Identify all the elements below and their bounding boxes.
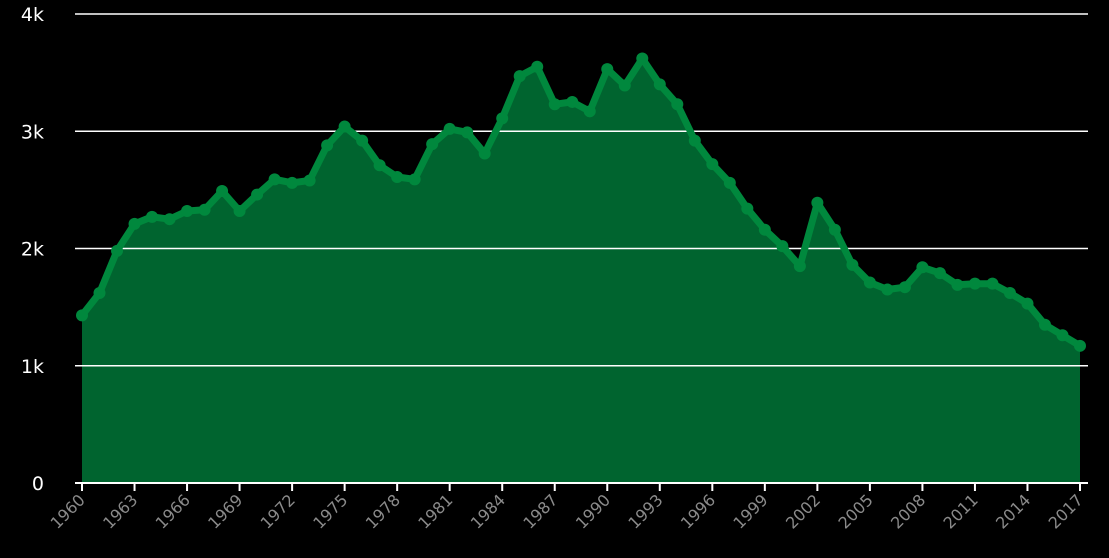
area-fill (82, 58, 1080, 483)
data-point (531, 60, 544, 73)
data-point (1038, 318, 1051, 331)
y-tick-label: 4k (21, 4, 44, 26)
grid-lines (75, 13, 1088, 367)
data-point (233, 204, 246, 217)
x-tick-label: 2011 (940, 490, 982, 532)
data-point (583, 105, 596, 118)
data-point (93, 287, 106, 300)
data-point (426, 138, 439, 151)
data-point (863, 276, 876, 289)
data-point (671, 98, 684, 111)
data-point (636, 52, 649, 65)
data-point (776, 240, 789, 253)
x-tick-label: 1975 (309, 490, 351, 532)
x-tick-label: 1978 (362, 490, 404, 532)
data-point (268, 173, 281, 186)
y-tick-label: 0 (32, 473, 44, 495)
data-point (496, 112, 509, 125)
x-tick-label: 1990 (572, 490, 614, 532)
data-point (286, 176, 299, 189)
data-point (846, 258, 859, 271)
data-point (128, 217, 141, 230)
y-tick-label: 3k (21, 121, 44, 143)
x-tick-label: 2014 (992, 490, 1034, 532)
data-point (688, 134, 701, 147)
data-point (986, 277, 999, 290)
data-point (338, 120, 351, 133)
data-point (1003, 287, 1016, 300)
x-tick-label: 1999 (729, 490, 771, 532)
data-point (391, 170, 404, 183)
x-tick-label: 1966 (152, 490, 194, 532)
data-point (163, 213, 176, 226)
x-tick-label: 2005 (834, 490, 876, 532)
data-point (548, 98, 561, 111)
data-point (618, 79, 631, 92)
data-point (1056, 329, 1069, 342)
data-point (723, 176, 736, 189)
x-tick-label: 1972 (257, 490, 299, 532)
data-point (478, 147, 491, 160)
y-tick-label: 1k (21, 356, 44, 378)
data-point (146, 210, 159, 223)
y-axis-ticks: 0 1k 2k 3k 4k (21, 4, 44, 495)
data-point (881, 283, 894, 296)
data-point (898, 281, 911, 294)
data-point (933, 267, 946, 280)
data-point (251, 188, 264, 201)
data-point (111, 244, 124, 257)
data-point (653, 78, 666, 91)
data-point (408, 173, 421, 186)
data-point (181, 204, 194, 217)
series-line (78, 55, 1084, 350)
data-points (76, 52, 1086, 352)
data-point (741, 202, 754, 215)
data-point (968, 277, 981, 290)
x-tick-label: 1969 (204, 490, 246, 532)
x-tick-label: 1981 (414, 490, 456, 532)
x-tick-label: 2002 (782, 490, 824, 532)
data-point (951, 278, 964, 291)
data-point (758, 223, 771, 236)
data-point (198, 203, 211, 216)
x-tick-label: 1993 (624, 490, 666, 532)
x-axis-ticks: 1960 1963 1966 1969 1972 1975 1978 1981 1984 1987… (47, 483, 1087, 533)
data-point (303, 174, 316, 187)
data-point (356, 134, 369, 147)
x-tick-label: 1960 (47, 490, 89, 532)
x-tick-label: 1996 (677, 490, 719, 532)
x-tick-label: 1987 (519, 490, 561, 532)
data-point (811, 196, 824, 209)
data-point (916, 261, 929, 274)
x-tick-label: 2008 (887, 490, 929, 532)
data-point (601, 63, 614, 76)
x-tick-label: 1984 (467, 490, 509, 532)
data-point (1074, 339, 1086, 352)
x-tick-label: 1963 (99, 490, 141, 532)
data-point (706, 158, 719, 171)
data-point (828, 223, 841, 236)
data-point (373, 159, 386, 172)
data-point (513, 70, 526, 83)
data-point (76, 309, 88, 322)
data-point (461, 126, 474, 139)
y-tick-label: 2k (21, 239, 44, 261)
data-point (793, 260, 806, 273)
data-point (566, 95, 579, 108)
data-point (1021, 297, 1034, 310)
data-point (216, 185, 229, 198)
data-point (443, 122, 456, 135)
x-tick-label: 2017 (1045, 490, 1087, 532)
data-point (321, 139, 334, 152)
